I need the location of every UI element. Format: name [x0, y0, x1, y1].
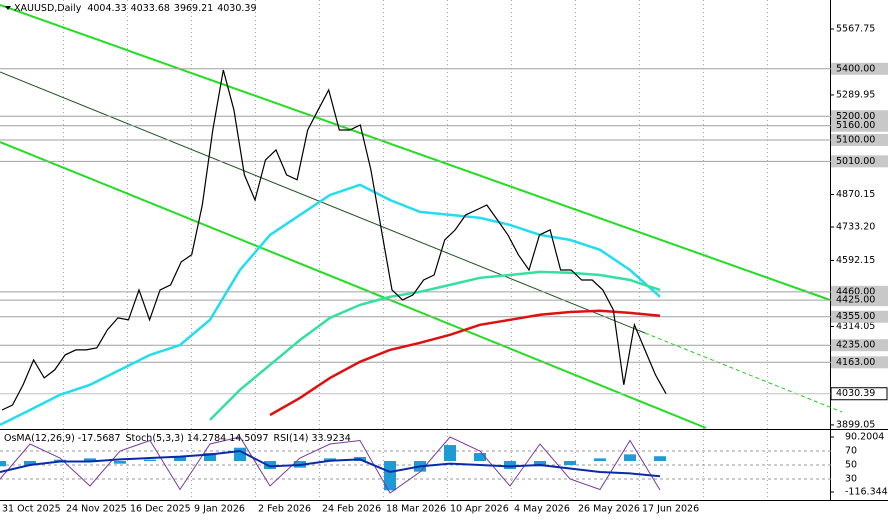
level-label: 5400.00 [836, 63, 875, 74]
osma-bar [24, 461, 36, 466]
osma-bar [84, 458, 96, 462]
stoch-main: 14.2784 [187, 433, 226, 444]
level-label: 4425.00 [836, 295, 875, 306]
y-tick-label: 5289.95 [836, 89, 875, 100]
trend-line-extension [644, 332, 843, 413]
chart-header: XAUUSD,Daily 4004.33 4033.68 3969.21 4030.39 [14, 3, 257, 14]
level-label-box [831, 133, 888, 146]
moving-average [0, 183, 661, 427]
channel-line [0, 4, 831, 301]
channel-line [0, 141, 707, 429]
osma-value: -17.5687 [78, 433, 121, 444]
level-label: 4460.00 [836, 286, 875, 297]
osma-bar [0, 461, 6, 467]
osc-level-label: 70 [845, 446, 857, 457]
current-price-box [830, 387, 888, 401]
level-label-box [831, 119, 888, 132]
osma-bar [234, 447, 246, 462]
osma-bar [504, 461, 516, 470]
menu-triangle[interactable] [5, 6, 11, 10]
y-tick-label: 4314.05 [836, 321, 875, 332]
level-label-box [831, 356, 888, 369]
osc-level-label: 50 [845, 460, 857, 471]
x-tick-label: 16 Dec 2025 [130, 504, 191, 515]
x-tick-label: 17 Jun 2026 [642, 504, 699, 515]
x-tick-label: 24 Feb 2026 [322, 504, 381, 515]
level-label-box [831, 339, 888, 352]
level-label: 4235.00 [836, 340, 875, 351]
osma-bar [534, 461, 546, 467]
osc-tick-label: -116.3446 [845, 487, 888, 498]
osma-bar [384, 461, 396, 491]
plot-layer: 31 Oct 2025 24 Nov 2025 16 Dec 2025 9 Jan 2… [0, 24, 888, 515]
level-label-box [831, 310, 888, 323]
y-tick-label: 4870.15 [836, 189, 875, 200]
y-tick-label: 4592.15 [836, 255, 875, 266]
y-tick-label: 5567.75 [836, 24, 875, 35]
level-label: 5200.00 [836, 111, 875, 122]
level-label: 5160.00 [836, 120, 875, 131]
x-tick-label: 10 Apr 2026 [450, 504, 509, 515]
x-tick-label: 2 Feb 2026 [258, 504, 311, 515]
x-tick-label: 18 Mar 2026 [386, 504, 446, 515]
level-label-box [831, 110, 888, 123]
osma-bar [324, 458, 336, 462]
level-label-box [831, 155, 888, 168]
osma-bar [54, 459, 66, 462]
moving-average [269, 309, 661, 417]
level-label: 4163.00 [836, 357, 875, 368]
osma-name: OsMA(12,26,9) [4, 433, 75, 444]
rsi-line [0, 449, 661, 478]
price-line [1, 69, 667, 411]
osc-level-label: 30 [845, 474, 857, 485]
level-label: 5010.00 [836, 156, 875, 167]
x-tick-label: 4 May 2026 [514, 504, 570, 515]
osma-bar [654, 456, 666, 462]
x-tick-label: 9 Jan 2026 [194, 504, 245, 515]
oscillator-header: OsMA(12,26,9) -17.5687 Stoch(5,3,3) 14.2784… [4, 433, 351, 444]
stoch-name: Stoch(5,3,3) [126, 433, 184, 444]
rsi-name: RSI(14) [274, 433, 309, 444]
symbol: XAUUSD,Daily [14, 3, 82, 14]
osma-bar [144, 459, 156, 462]
osma-bar [564, 461, 576, 466]
level-label: 4355.00 [836, 311, 875, 322]
osma-bar [264, 461, 276, 470]
osma-bar [474, 453, 486, 462]
osma-bar [444, 445, 456, 462]
vertical-grid [63, 0, 768, 500]
osma-bar [174, 457, 186, 462]
level-label: 5100.00 [836, 134, 875, 145]
rsi-value: 33.9234 [311, 433, 350, 444]
close: 4030.39 [217, 3, 256, 14]
level-label-box [831, 294, 888, 307]
stoch-signal: 14.5097 [229, 433, 268, 444]
high: 4033.68 [131, 3, 170, 14]
low: 3969.21 [174, 3, 213, 14]
y-tick-label: 4733.20 [836, 222, 875, 233]
level-label-box [831, 62, 888, 75]
trend-line [0, 71, 646, 334]
y-tick-label: 3899.05 [836, 419, 875, 430]
osma-bar [204, 453, 216, 462]
osma-bar [114, 461, 126, 464]
current-price-label: 4030.39 [836, 388, 875, 399]
stoch-line [0, 436, 661, 494]
osma-bar [594, 458, 606, 462]
osma-bar [624, 454, 636, 462]
open: 4004.33 [87, 3, 126, 14]
x-tick-label: 24 Nov 2025 [66, 504, 127, 515]
x-tick-label: 26 May 2026 [578, 504, 640, 515]
x-tick-label: 31 Oct 2025 [2, 504, 61, 515]
osc-tick-label: 90.2004 [845, 432, 884, 443]
moving-average [209, 270, 661, 421]
